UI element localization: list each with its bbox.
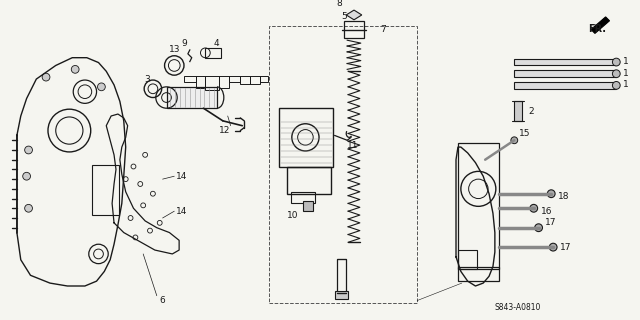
Text: 13: 13 [168,45,180,54]
Bar [241,76,250,84]
Polygon shape [591,17,609,33]
Text: 10: 10 [287,211,298,220]
Bar [303,202,313,211]
Text: 11: 11 [348,140,359,150]
Text: 14: 14 [177,172,188,181]
Circle shape [612,82,620,89]
Text: 17: 17 [560,243,572,252]
Bar [458,143,499,269]
Bar [260,76,268,82]
Bar [196,76,205,88]
Text: 1: 1 [623,57,629,66]
Bar [335,291,348,299]
Text: 7: 7 [380,25,386,34]
Circle shape [25,146,33,154]
Text: S843-A0810: S843-A0810 [495,303,541,312]
Text: FR.: FR. [588,24,606,34]
Bar [166,87,217,108]
Bar [205,76,219,90]
Text: 6: 6 [160,296,166,305]
Circle shape [612,70,620,78]
Bar [458,250,477,269]
Bar [287,166,331,194]
Bar [515,101,522,121]
Circle shape [511,137,518,144]
Text: 8: 8 [337,0,342,8]
Bar [458,267,499,281]
Circle shape [42,73,50,81]
Text: 9: 9 [181,39,187,48]
Text: 2: 2 [528,107,534,116]
Circle shape [547,190,555,197]
Bar [219,76,228,88]
Bar [515,59,616,66]
Text: 4: 4 [213,39,219,48]
Text: 17: 17 [545,218,557,227]
Bar [515,70,616,77]
Text: 1: 1 [623,69,629,78]
Circle shape [534,224,543,232]
Bar [205,48,221,58]
Bar [92,164,119,215]
Circle shape [97,83,106,91]
Bar [337,259,346,293]
Text: 12: 12 [219,126,230,135]
Text: 18: 18 [558,192,570,201]
Text: 16: 16 [541,207,552,216]
Text: 15: 15 [519,129,531,138]
Bar [291,192,315,204]
Bar [344,21,364,38]
Text: 14: 14 [177,207,188,216]
Circle shape [71,66,79,73]
Bar [279,108,333,166]
Text: 1: 1 [623,80,629,89]
Circle shape [23,172,31,180]
Circle shape [549,243,557,251]
Polygon shape [346,10,362,20]
Bar [515,82,616,89]
Circle shape [530,204,538,212]
Text: 3: 3 [144,75,150,84]
Bar [184,76,196,82]
Circle shape [612,58,620,66]
Bar [269,26,417,302]
Circle shape [25,204,33,212]
Bar [228,76,241,82]
Text: 5: 5 [341,12,347,21]
Bar [250,76,260,84]
